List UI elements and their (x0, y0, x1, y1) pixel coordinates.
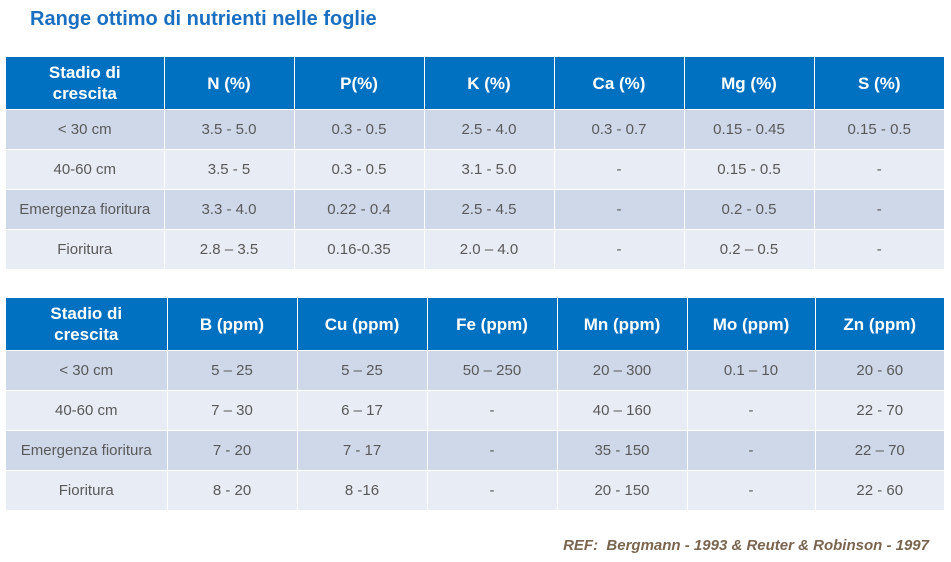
table-cell: - (554, 189, 685, 230)
table-cell: 22 – 70 (815, 430, 944, 471)
table-cell: - (427, 430, 558, 471)
table-row: 40-60 cm 7 – 30 6 – 17-40 – 160-22 - 70 (6, 390, 944, 431)
table-cell: 0.15 - 0.5 (684, 149, 815, 190)
table-cell: 8 -16 (297, 470, 428, 510)
table-cell: 20 - 150 (557, 470, 688, 510)
table-cell: 35 - 150 (557, 430, 688, 471)
table-cell: 7 – 30 (167, 390, 298, 431)
table-cell: - (554, 149, 685, 190)
column-header: Mo (ppm) (687, 298, 816, 351)
table-cell: 5 – 25 (297, 350, 428, 391)
table-cell: - (814, 229, 944, 269)
row-label: < 30 cm (6, 350, 168, 391)
table-cell: 20 – 300 (557, 350, 688, 391)
table-cell: - (427, 470, 558, 510)
column-header: S (%) (814, 57, 944, 110)
table-row: Fioritura 2.8 – 3.5 0.16-0.35 2.0 – 4.0-0.2… (6, 229, 944, 269)
row-label: Emergenza fioritura (6, 189, 165, 230)
table-cell: 7 - 20 (167, 430, 298, 471)
table-cell: 3.5 - 5 (164, 149, 295, 190)
row-label: 40-60 cm (6, 390, 168, 431)
row-label: Fioritura (6, 470, 168, 510)
table-cell: 0.2 - 0.5 (684, 189, 815, 230)
table-cell: 50 – 250 (427, 350, 558, 391)
table-cell: - (687, 470, 816, 510)
table-cell: 0.16-0.35 (294, 229, 425, 269)
nutrient-table: Stadio di crescita B (ppm) Cu (ppm) Fe (ppm… (6, 298, 944, 510)
table-cell: 3.1 - 5.0 (424, 149, 555, 190)
column-header: N (%) (164, 57, 295, 110)
row-label: Emergenza fioritura (6, 430, 168, 471)
page-title: Range ottimo di nutrienti nelle foglie (30, 8, 377, 30)
column-header: Cu (ppm) (297, 298, 428, 351)
table-cell: 3.3 - 4.0 (164, 189, 295, 230)
table-cell: 0.3 - 0.5 (294, 149, 425, 190)
column-header: Ca (%) (554, 57, 685, 110)
column-header: P(%) (294, 57, 425, 110)
column-header: B (ppm) (167, 298, 298, 351)
table-cell: 2.5 - 4.5 (424, 189, 555, 230)
table-row: < 30 cm 5 – 25 5 – 25 50 – 250 20 – 300 0.1 –… (6, 350, 944, 391)
column-header: Zn (ppm) (815, 298, 944, 351)
table-cell: 2.5 - 4.0 (424, 109, 555, 150)
table-cell: 20 - 60 (815, 350, 944, 391)
table-cell: - (814, 189, 944, 230)
table-row: Emergenza fioritura 7 - 20 7 - 17-35 - 150… (6, 430, 944, 471)
table-row: < 30 cm 3.5 - 5.0 0.3 - 0.5 2.5 - 4.0 0.3 - … (6, 109, 944, 150)
column-header: Fe (ppm) (427, 298, 558, 351)
table-cell: 0.15 - 0.45 (684, 109, 815, 150)
column-header: K (%) (424, 57, 555, 110)
table-cell: - (427, 390, 558, 431)
table-row: Emergenza fioritura 3.3 - 4.0 0.22 - 0.4 2.… (6, 189, 944, 230)
row-label: 40-60 cm (6, 149, 165, 190)
row-label: Fioritura (6, 229, 165, 269)
header-row: Stadio di crescita B (ppm) Cu (ppm) Fe (ppm… (6, 298, 944, 351)
table-cell: 2.8 – 3.5 (164, 229, 295, 269)
header-row: Stadio di crescita N (%) P(%) K (%) Ca (%) Mg… (6, 57, 944, 110)
table-cell: - (814, 149, 944, 190)
table-cell: 0.3 - 0.5 (294, 109, 425, 150)
table-cell: 0.2 – 0.5 (684, 229, 815, 269)
table-cell: 7 - 17 (297, 430, 428, 471)
column-header: Mn (ppm) (557, 298, 688, 351)
table-row: Fioritura 8 - 20 8 -16-20 - 150-22 - 60 (6, 470, 944, 510)
table-cell: 22 - 70 (815, 390, 944, 431)
column-header: Mg (%) (684, 57, 815, 110)
column-header: Stadio di crescita (6, 57, 165, 110)
table-cell: 5 – 25 (167, 350, 298, 391)
nutrient-table: Stadio di crescita N (%) P(%) K (%) Ca (%) Mg… (6, 57, 944, 269)
table-cell: 0.15 - 0.5 (814, 109, 944, 150)
row-label: < 30 cm (6, 109, 165, 150)
table-cell: - (687, 390, 816, 431)
table-row: 40-60 cm 3.5 - 5 0.3 - 0.5 3.1 - 5.0-0.15 -… (6, 149, 944, 190)
table-cell: 3.5 - 5.0 (164, 109, 295, 150)
table-cell: 40 – 160 (557, 390, 688, 431)
reference: REF: Bergmann - 1993 & Reuter & Robinson… (563, 537, 929, 554)
table-cell: 0.3 - 0.7 (554, 109, 685, 150)
column-header: Stadio di crescita (6, 298, 168, 351)
table-cell: 0.1 – 10 (687, 350, 816, 391)
table-cell: 22 - 60 (815, 470, 944, 510)
table-cell: 0.22 - 0.4 (294, 189, 425, 230)
table-cell: 8 - 20 (167, 470, 298, 510)
table-cell: - (687, 430, 816, 471)
table-cell: 6 – 17 (297, 390, 428, 431)
table-cell: 2.0 – 4.0 (424, 229, 555, 269)
table-cell: - (554, 229, 685, 269)
